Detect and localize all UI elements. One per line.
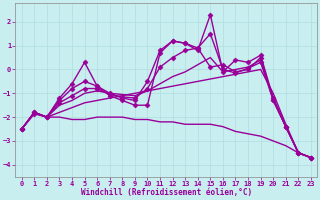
- X-axis label: Windchill (Refroidissement éolien,°C): Windchill (Refroidissement éolien,°C): [81, 188, 252, 197]
